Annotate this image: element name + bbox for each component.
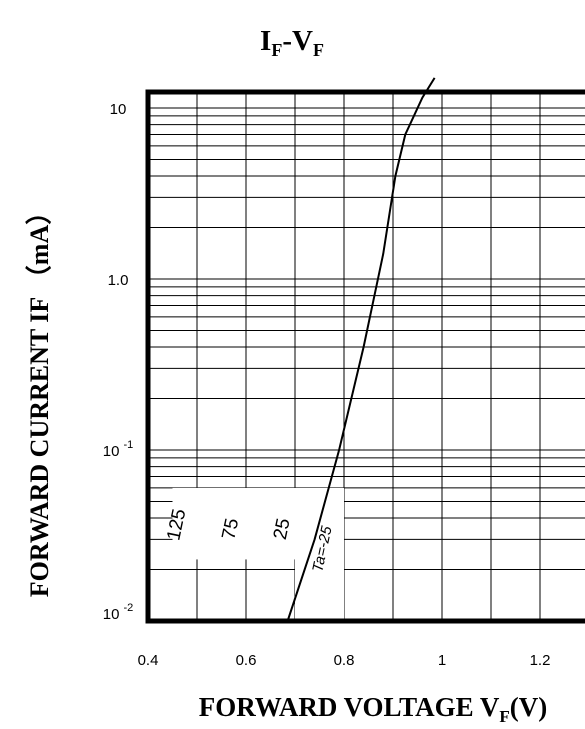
y-axis-label: FORWARD CURRENT IF （mA）: [25, 199, 54, 597]
y-tick-label: 10 -2: [103, 602, 133, 623]
data-series: [286, 77, 436, 622]
y-tick-label: 10 -1: [103, 439, 133, 460]
x-axis-label-sub: F: [499, 707, 509, 726]
chart-title: IF-VF: [260, 25, 324, 60]
y-tick-label: 1.0: [108, 272, 129, 289]
title-sub1: F: [271, 40, 282, 60]
y-tick-label: 10: [110, 101, 127, 118]
plot-frame: [145, 89, 585, 624]
curve-label: 75: [218, 516, 243, 541]
x-axis-label-main: FORWARD VOLTAGE V: [199, 692, 500, 722]
y-tick-labels: 10 1.0 10-1 10-2: [103, 101, 133, 623]
curve-label: 25: [270, 516, 295, 541]
x-tick-label: 1.2: [530, 652, 551, 669]
annotation-background: [295, 539, 344, 621]
title-sep: -V: [282, 25, 313, 57]
title-sub2: F: [313, 40, 324, 60]
x-tick-label: 0.6: [236, 652, 257, 669]
grid-lines: [148, 92, 585, 621]
x-tick-label: 0.8: [334, 652, 355, 669]
series-line: [286, 77, 436, 622]
title-main: I: [260, 25, 271, 57]
x-tick-label: 0.4: [138, 652, 159, 669]
x-tick-labels: 0.4 0.6 0.8 1 1.2: [138, 652, 551, 669]
x-axis-label: FORWARD VOLTAGE VF(V): [199, 692, 547, 726]
x-tick-label: 1: [438, 652, 446, 669]
plot-border: [145, 89, 585, 624]
x-axis-label-tail: (V): [510, 692, 547, 722]
